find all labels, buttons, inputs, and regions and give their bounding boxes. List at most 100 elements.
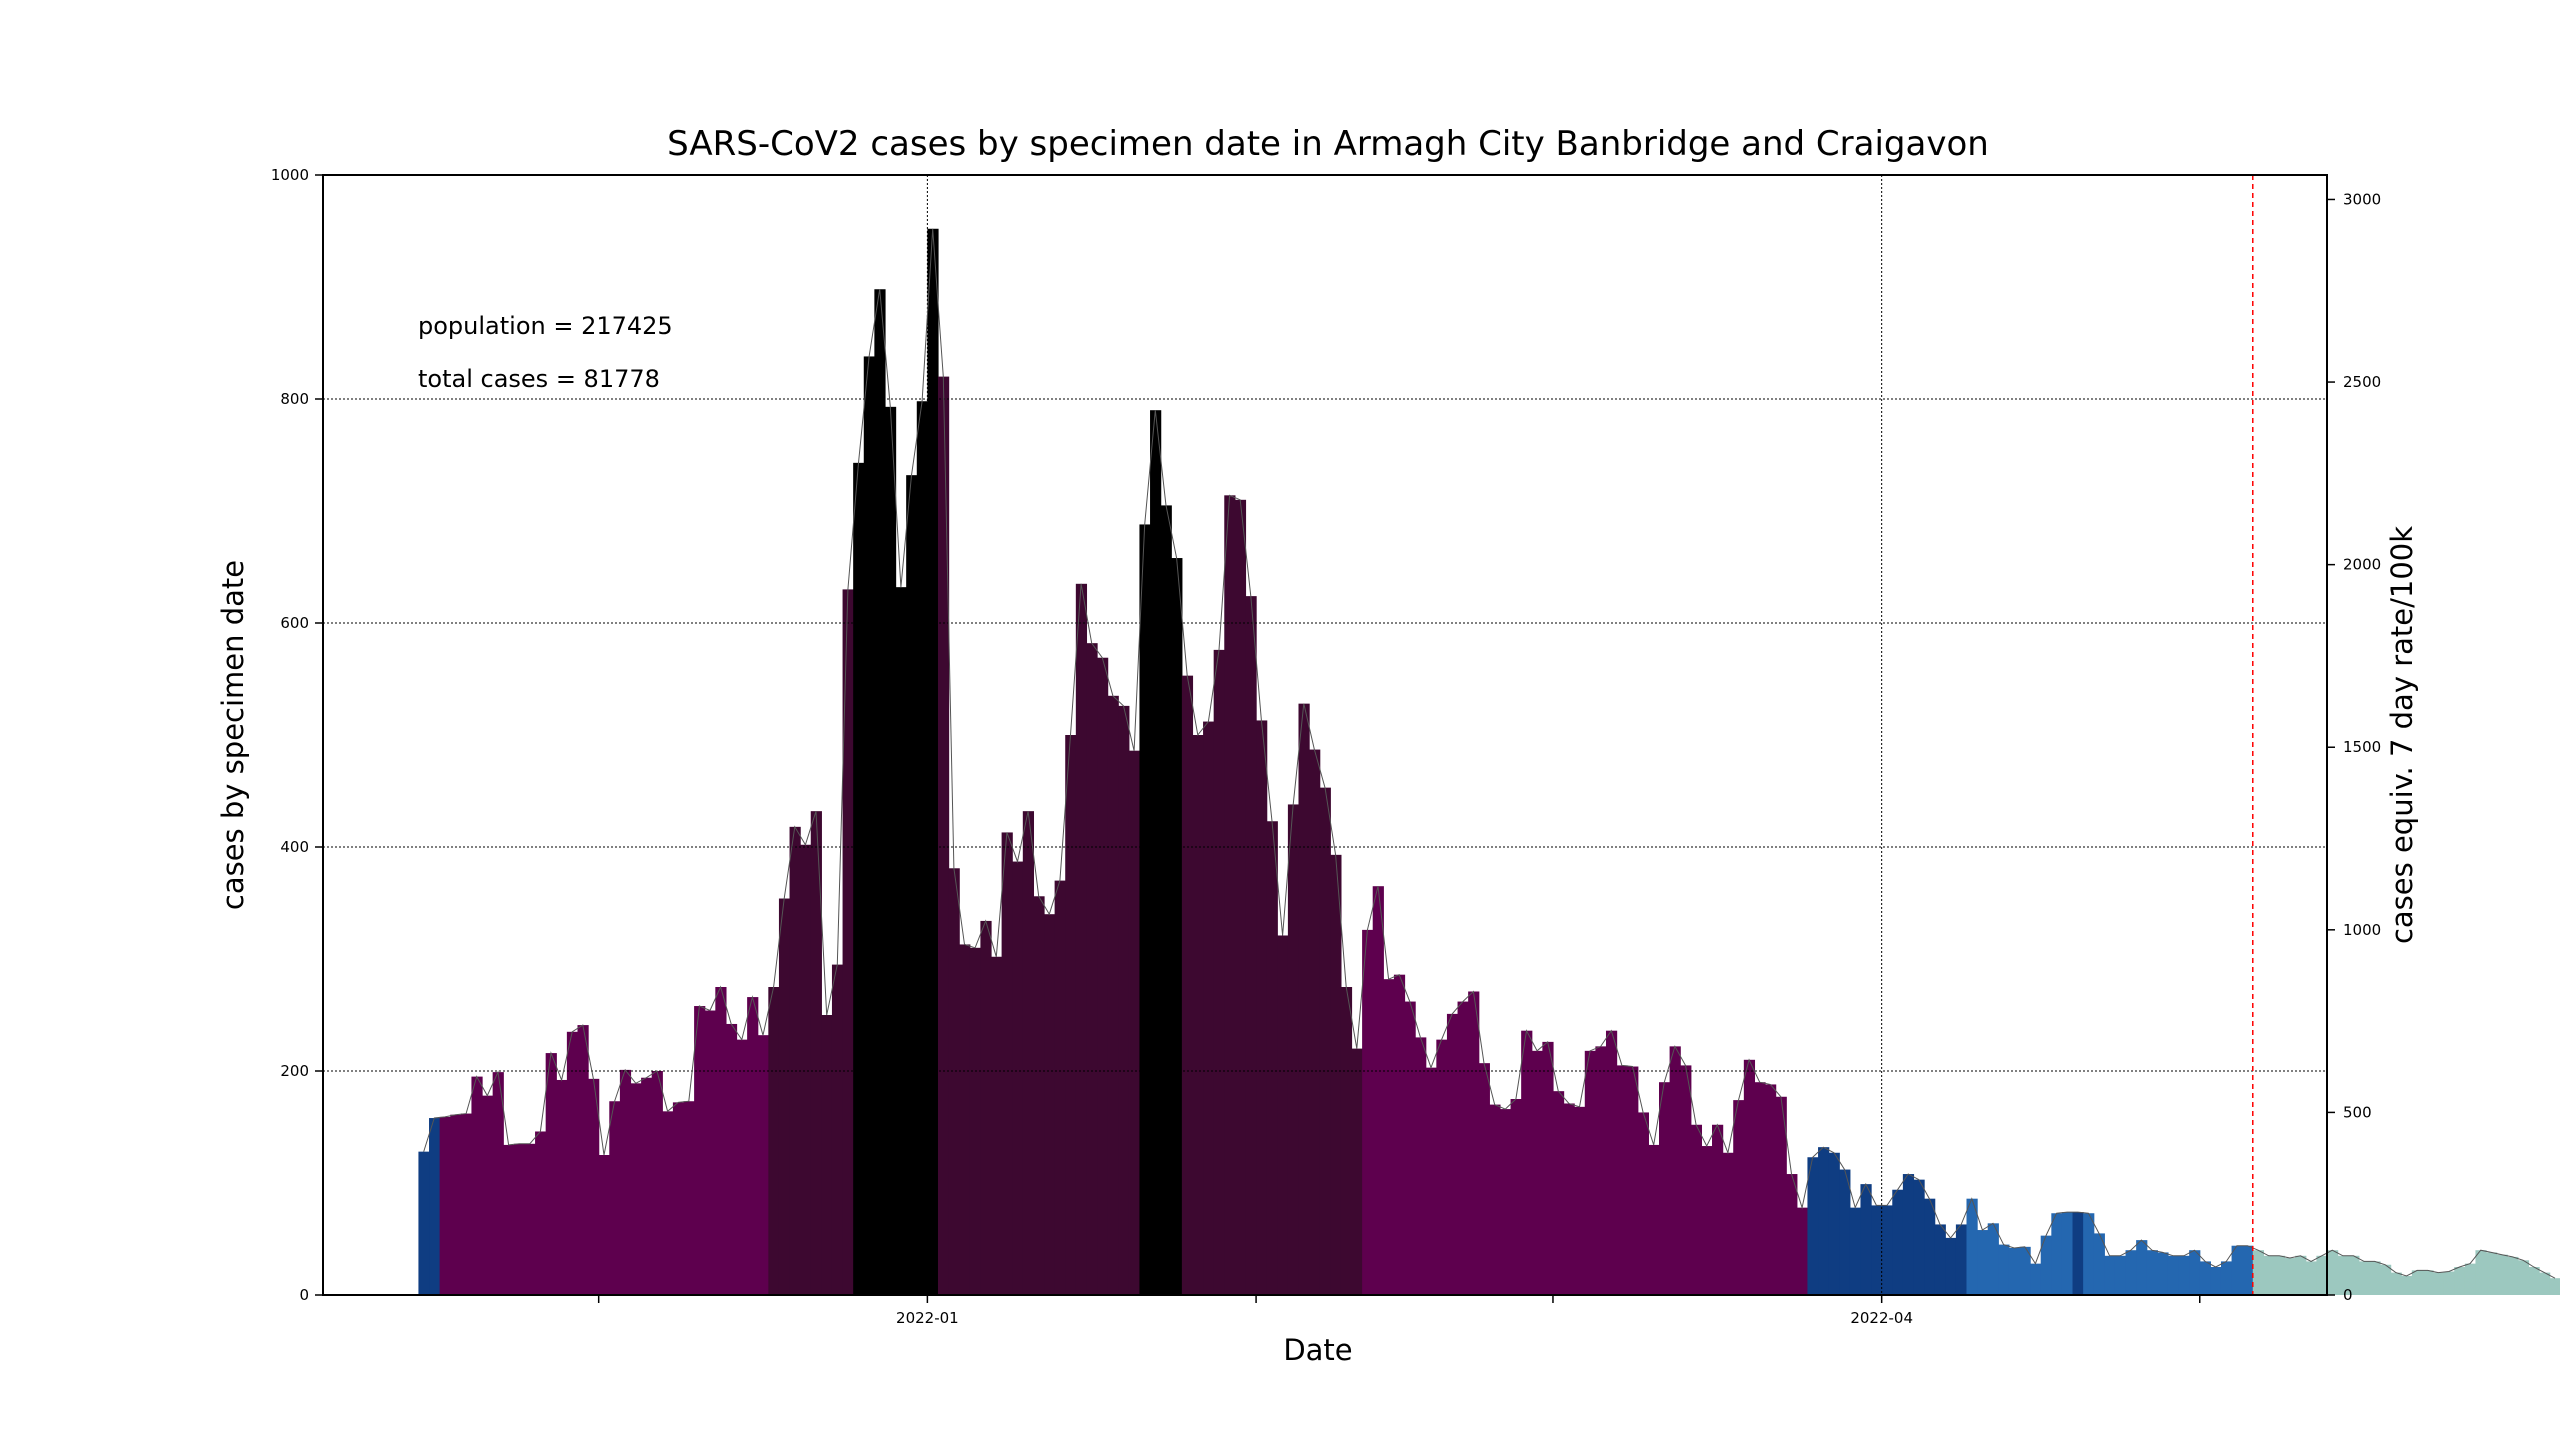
case-bar (1521, 1030, 1533, 1295)
case-bar (2358, 1261, 2371, 1295)
case-bar (1605, 1030, 1618, 1295)
case-bar (2167, 1255, 2180, 1295)
case-bar (1563, 1103, 1575, 1295)
case-bar (736, 1039, 748, 1295)
case-bar (450, 1114, 462, 1295)
case-bar (545, 1053, 557, 1295)
case-bar (1425, 1067, 1437, 1295)
case-bar (2411, 1270, 2424, 1295)
case-bar (1203, 721, 1215, 1295)
case-bar (418, 1151, 430, 1295)
case-bar (1457, 1001, 1469, 1295)
case-bar (1107, 695, 1119, 1295)
case-bar (1383, 979, 1395, 1295)
case-bar (577, 1025, 589, 1295)
case-bar (2401, 1275, 2413, 1295)
case-bar (1213, 649, 1225, 1295)
case-bar (1128, 750, 1141, 1295)
case-bar (757, 1035, 769, 1295)
case-bar (821, 1015, 833, 1295)
case-bar (1277, 935, 1289, 1295)
x-tick-label: 2022-01 (896, 1309, 959, 1327)
case-bar (1542, 1041, 1554, 1295)
case-bar (927, 228, 939, 1295)
case-bar (1298, 703, 1310, 1295)
case-bar (2242, 1245, 2254, 1295)
case-bar (1807, 1157, 1819, 1295)
case-bar (2284, 1258, 2296, 1295)
y2-tick-label: 0 (2343, 1286, 2353, 1304)
case-bar (1086, 643, 1098, 1295)
case-bar (1192, 735, 1204, 1295)
case-bar (884, 406, 897, 1296)
case-bar (1743, 1059, 1756, 1295)
case-bar (1181, 675, 1194, 1295)
case-bar (2507, 1256, 2519, 1295)
case-bar (1478, 1063, 1490, 1295)
case-bar (1860, 1184, 1872, 1295)
case-bar (1733, 1100, 1745, 1295)
case-bar (906, 475, 918, 1295)
case-bar (2496, 1254, 2508, 1295)
case-bar (1637, 1112, 1649, 1295)
case-bar (1796, 1207, 1809, 1295)
case-bar (842, 589, 854, 1295)
case-bar (2072, 1212, 2084, 1295)
case-bar (2390, 1272, 2402, 1295)
case-bar (2295, 1255, 2307, 1295)
case-bar (948, 868, 960, 1295)
case-bar (641, 1077, 653, 1295)
case-bar (1680, 1065, 1692, 1295)
chart-title: SARS-CoV2 cases by specimen date in Arma… (667, 124, 1989, 164)
case-bar (1871, 1205, 1883, 1295)
case-bar (2125, 1250, 2137, 1295)
x-axis-label: Date (1283, 1333, 1352, 1367)
case-bar (2517, 1260, 2530, 1295)
case-bar (778, 898, 791, 1295)
case-bar (1436, 1039, 1448, 1295)
case-bar (874, 289, 886, 1295)
case-bar (1712, 1124, 1724, 1295)
case-bar (2019, 1246, 2031, 1295)
daily-trace-line (423, 228, 2556, 1279)
case-bar (2475, 1250, 2487, 1295)
case-bar (2061, 1212, 2074, 1295)
case-bar (492, 1072, 504, 1295)
case-bar (1786, 1174, 1798, 1295)
case-bar (2539, 1272, 2551, 1295)
case-bar (513, 1143, 526, 1295)
case-bar (1054, 880, 1066, 1295)
case-bar (1330, 854, 1342, 1295)
case-bar (2146, 1250, 2158, 1295)
case-bar (2040, 1235, 2052, 1295)
case-bar (2433, 1272, 2445, 1295)
case-bar (2051, 1213, 2063, 1295)
case-bar (1033, 896, 1045, 1295)
x-tick-label: 2022-04 (1850, 1309, 1913, 1327)
case-bar (2008, 1247, 2021, 1295)
case-bar (588, 1078, 600, 1295)
case-bar (715, 987, 727, 1295)
case-bar (1913, 1179, 1925, 1295)
case-bar (1818, 1147, 1830, 1295)
case-bar (1468, 991, 1480, 1295)
ticks-layer: 0 200 400 600 800 1000 0 500 1000 1500 2000 2500 300… (271, 166, 2381, 1327)
case-bar (747, 997, 759, 1295)
case-bar (1266, 821, 1278, 1295)
y-tick-label: 200 (280, 1062, 309, 1080)
case-bar (916, 401, 928, 1295)
case-bar (619, 1069, 632, 1295)
case-bar (1319, 787, 1331, 1295)
case-bar (429, 1118, 441, 1295)
case-bar (1446, 1013, 1459, 1295)
case-bar (1659, 1082, 1671, 1295)
case-bar (789, 826, 801, 1295)
case-bar (1245, 596, 1257, 1295)
case-bar (1150, 410, 1162, 1295)
case-bar (1340, 987, 1353, 1295)
case-bar (853, 462, 865, 1296)
case-bar (2157, 1252, 2169, 1295)
case-bar (2348, 1255, 2360, 1295)
y2-axis-label: cases equiv. 7 day rate/100k (2385, 526, 2419, 944)
case-bar (768, 987, 780, 1295)
